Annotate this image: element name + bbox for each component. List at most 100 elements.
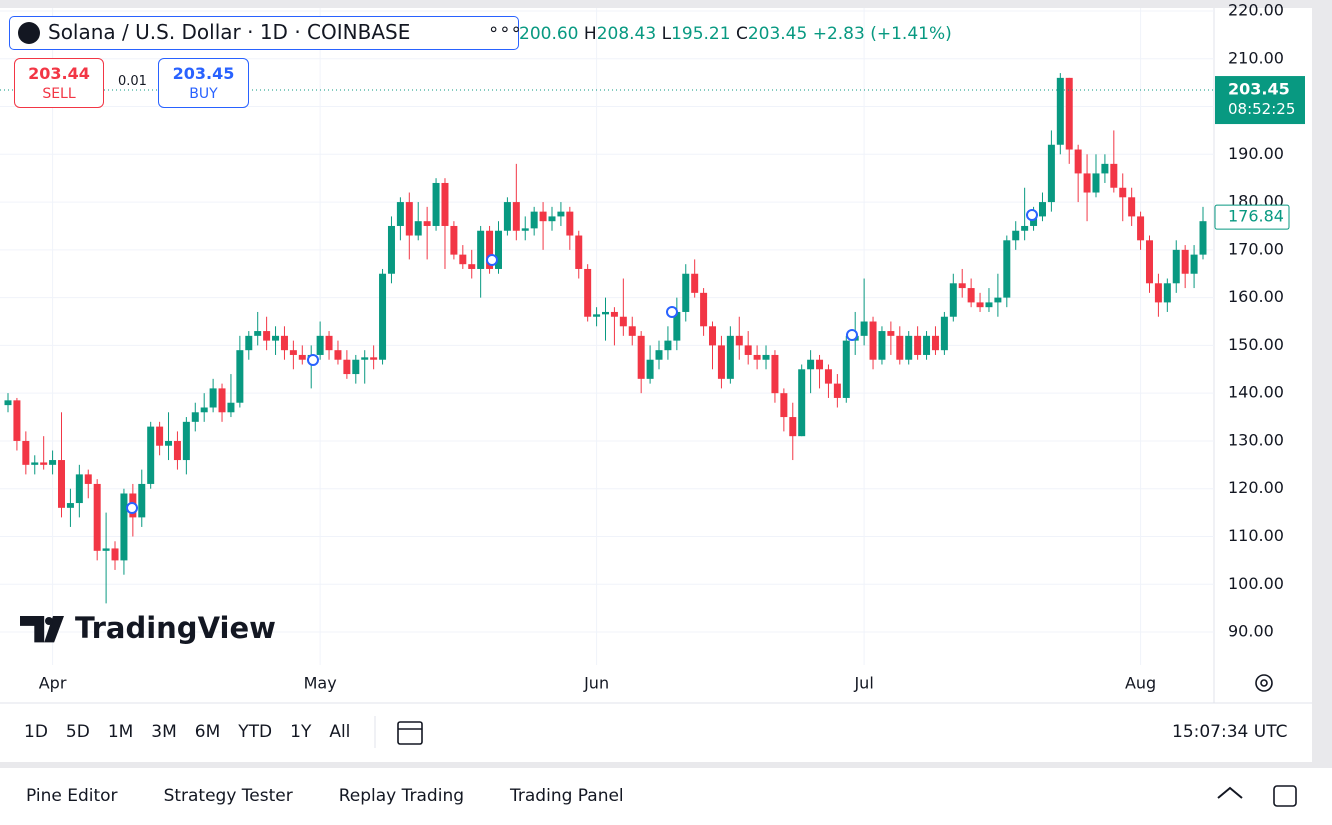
more-button[interactable]: ∘∘∘: [488, 19, 522, 40]
timeframe-button[interactable]: All: [329, 722, 351, 742]
candle-body: [263, 331, 271, 341]
y-tick-label: 90.00: [1228, 622, 1274, 641]
candle-body: [31, 462, 39, 465]
candle-body: [370, 357, 378, 360]
settings-icon[interactable]: [1255, 674, 1273, 692]
timeframe-button[interactable]: 1D: [24, 722, 48, 742]
y-tick-label: 120.00: [1228, 478, 1284, 497]
candle-body: [379, 273, 387, 360]
candle-body: [914, 335, 922, 355]
candle-body: [619, 316, 627, 327]
logo: TradingView: [20, 611, 276, 645]
panel-tab[interactable]: Replay Trading: [338, 786, 465, 806]
candle-body: [343, 359, 351, 375]
candle-body: [102, 548, 110, 551]
candle-body: [173, 440, 181, 461]
timeframe-button[interactable]: 5D: [65, 722, 90, 742]
collapse-button[interactable]: [1217, 786, 1243, 799]
candle-body: [789, 417, 797, 437]
candle-body: [405, 202, 413, 236]
candle-body: [869, 321, 877, 360]
candle-body: [637, 335, 645, 379]
candle-body: [1047, 144, 1055, 203]
candle-body: [111, 548, 119, 561]
candle-body: [334, 350, 342, 360]
candle-body: [1065, 77, 1073, 150]
high-value: 208.43: [596, 24, 657, 44]
candle-body: [1003, 240, 1011, 298]
event-marker[interactable]: [846, 329, 858, 341]
candle-body: [272, 335, 280, 341]
y-tick-label: 110.00: [1228, 526, 1284, 545]
candle-body: [209, 388, 217, 408]
candle-body: [717, 345, 725, 379]
candle-body: [1137, 216, 1145, 241]
candle-body: [423, 221, 431, 226]
candle-body: [1119, 187, 1127, 198]
sell-button[interactable]: 203.44 SELL: [14, 58, 104, 108]
candle-body: [1128, 197, 1136, 217]
event-marker[interactable]: [126, 502, 138, 514]
candle-body: [682, 273, 690, 312]
candle-body: [744, 345, 752, 355]
candle-body: [780, 393, 788, 418]
clock[interactable]: 15:07:34 UTC: [1172, 722, 1288, 742]
x-tick-label: Aug: [1125, 674, 1156, 693]
event-markers: [126, 209, 1038, 514]
candle-body: [468, 264, 476, 269]
candle-body: [138, 483, 146, 518]
price-marker-tag: [1214, 204, 1290, 230]
candle-body: [120, 493, 128, 561]
event-marker[interactable]: [1026, 209, 1038, 221]
event-marker[interactable]: [307, 354, 319, 366]
y-tick-label: 220.00: [1228, 0, 1284, 19]
panel-tab[interactable]: Strategy Tester: [163, 786, 293, 806]
candle-body: [298, 354, 306, 360]
chart-panel: [0, 8, 1312, 762]
event-marker[interactable]: [486, 254, 498, 266]
x-tick-label: Jul: [853, 674, 873, 693]
symbol-box[interactable]: Solana / U.S. Dollar · 1D · COINBASE ∘∘∘: [9, 16, 522, 50]
panel-tab[interactable]: Pine Editor: [26, 786, 118, 806]
candle-body: [361, 357, 369, 360]
candle-body: [49, 460, 57, 465]
timeframe-button[interactable]: YTD: [238, 722, 273, 742]
candle-body: [75, 474, 83, 504]
panel-tab[interactable]: Trading Panel: [510, 786, 624, 806]
buy-button[interactable]: 203.45 BUY: [158, 58, 249, 108]
candle-body: [40, 462, 48, 465]
candle-body: [816, 359, 824, 370]
candle-body: [182, 421, 190, 461]
candle-body: [949, 283, 957, 317]
high-label: H: [583, 24, 597, 44]
candle-body: [280, 335, 288, 351]
candle-body: [593, 314, 601, 317]
last-price-tag: [1215, 76, 1305, 125]
buy-price: 203.45: [172, 64, 235, 83]
candle-body: [824, 369, 832, 384]
y-tick-label: 140.00: [1228, 383, 1284, 402]
timeframe-bar: 1D 5D 1M 3M 6M YTD 1Y All: [24, 722, 368, 742]
candle-body: [1181, 249, 1189, 274]
candle-body: [325, 335, 333, 351]
close-value: 203.45: [747, 24, 808, 44]
candle-body: [994, 297, 1002, 303]
event-marker[interactable]: [666, 306, 678, 318]
buy-label: BUY: [189, 86, 218, 102]
timeframe-button[interactable]: 3M: [151, 722, 177, 742]
maximize-button[interactable]: [1273, 785, 1297, 807]
change-value: +2.83 (+1.41%): [812, 24, 952, 44]
candle-body: [1012, 230, 1020, 241]
candle-body: [798, 369, 806, 437]
candle-body: [1199, 221, 1207, 255]
candle-body: [227, 402, 235, 413]
timeframe-button[interactable]: 1M: [107, 722, 134, 742]
calendar-icon[interactable]: [397, 721, 423, 745]
timeframe-button[interactable]: 6M: [194, 722, 221, 742]
candle-body: [1163, 283, 1171, 303]
candle-body: [84, 474, 92, 484]
candle-body: [807, 359, 815, 370]
candle-body: [254, 331, 262, 336]
timeframe-button[interactable]: 1Y: [290, 722, 312, 742]
candle-body: [1021, 225, 1029, 231]
